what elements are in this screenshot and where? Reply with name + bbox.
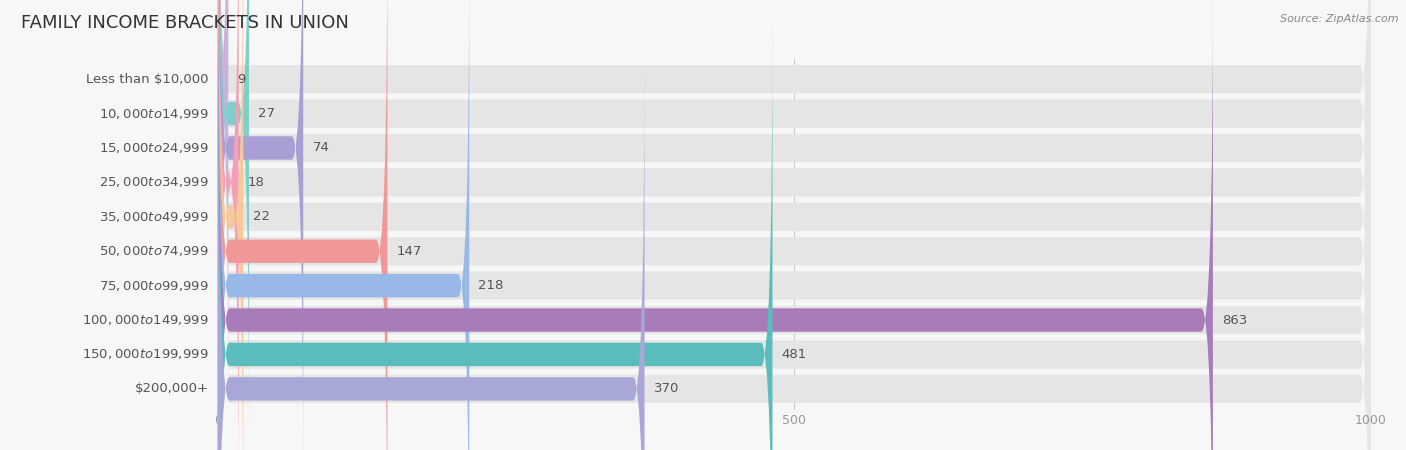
Text: $150,000 to $199,999: $150,000 to $199,999: [82, 347, 208, 361]
FancyBboxPatch shape: [218, 24, 1371, 450]
Text: $50,000 to $74,999: $50,000 to $74,999: [98, 244, 208, 258]
Text: $200,000+: $200,000+: [135, 382, 208, 396]
FancyBboxPatch shape: [218, 59, 1371, 450]
FancyBboxPatch shape: [218, 0, 239, 450]
FancyBboxPatch shape: [218, 0, 304, 450]
Text: $75,000 to $99,999: $75,000 to $99,999: [98, 279, 208, 292]
Text: Less than $10,000: Less than $10,000: [86, 72, 208, 86]
Text: $35,000 to $49,999: $35,000 to $49,999: [98, 210, 208, 224]
Text: 481: 481: [782, 348, 807, 361]
FancyBboxPatch shape: [218, 0, 243, 450]
FancyBboxPatch shape: [218, 0, 249, 446]
FancyBboxPatch shape: [218, 0, 1371, 450]
FancyBboxPatch shape: [218, 0, 1213, 450]
FancyBboxPatch shape: [218, 0, 1371, 450]
FancyBboxPatch shape: [218, 0, 1371, 409]
FancyBboxPatch shape: [218, 0, 1371, 450]
Text: 9: 9: [238, 72, 246, 86]
FancyBboxPatch shape: [218, 0, 470, 450]
FancyBboxPatch shape: [218, 22, 772, 450]
Text: $100,000 to $149,999: $100,000 to $149,999: [82, 313, 208, 327]
Text: 147: 147: [396, 245, 422, 258]
FancyBboxPatch shape: [218, 0, 388, 450]
FancyBboxPatch shape: [218, 0, 1371, 444]
FancyBboxPatch shape: [218, 0, 1371, 450]
Text: $10,000 to $14,999: $10,000 to $14,999: [98, 107, 208, 121]
FancyBboxPatch shape: [218, 56, 644, 450]
Text: Source: ZipAtlas.com: Source: ZipAtlas.com: [1281, 14, 1399, 23]
Text: 370: 370: [654, 382, 679, 396]
Text: $25,000 to $34,999: $25,000 to $34,999: [98, 176, 208, 189]
Text: $15,000 to $24,999: $15,000 to $24,999: [98, 141, 208, 155]
FancyBboxPatch shape: [218, 0, 1371, 450]
FancyBboxPatch shape: [217, 0, 229, 412]
Text: 74: 74: [312, 141, 329, 154]
Text: 863: 863: [1222, 314, 1247, 327]
Text: FAMILY INCOME BRACKETS IN UNION: FAMILY INCOME BRACKETS IN UNION: [21, 14, 349, 32]
Text: 218: 218: [478, 279, 503, 292]
Text: 22: 22: [253, 210, 270, 223]
Text: 18: 18: [247, 176, 264, 189]
Text: 27: 27: [259, 107, 276, 120]
FancyBboxPatch shape: [218, 0, 1371, 450]
